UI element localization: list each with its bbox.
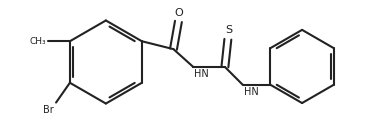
Text: S: S bbox=[225, 25, 232, 35]
Text: Br: Br bbox=[43, 104, 54, 115]
Text: HN: HN bbox=[244, 87, 258, 97]
Text: O: O bbox=[174, 8, 183, 18]
Text: HN: HN bbox=[194, 69, 209, 79]
Text: CH₃: CH₃ bbox=[30, 37, 46, 46]
